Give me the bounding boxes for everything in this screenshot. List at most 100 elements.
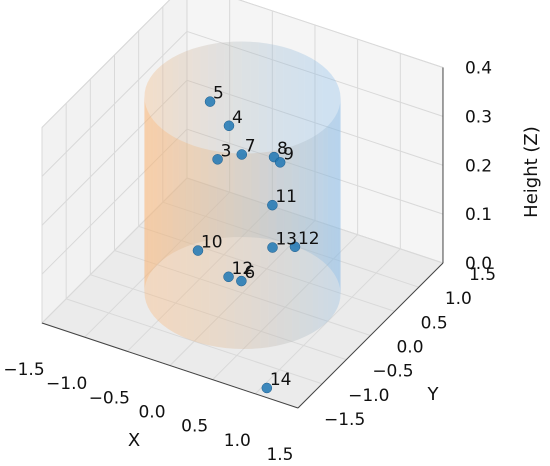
cylinder-facet (334, 112, 338, 313)
cylinder-facet (233, 41, 242, 238)
cylinder-facet (290, 49, 299, 248)
point-label-11: 6 (244, 263, 255, 283)
y-tick-label: 1.0 (445, 289, 472, 309)
z-tick-label: 0.3 (465, 107, 492, 127)
x-tick-label: 0.5 (181, 417, 208, 437)
cylinder-facet (275, 44, 284, 243)
cylinder-facet (157, 65, 162, 265)
gridline-z (41, 79, 444, 226)
cylinder-facet (185, 48, 193, 247)
cylinder-facet (162, 129, 168, 329)
cylinder-facet (161, 61, 167, 261)
x-axis-title: X (128, 430, 140, 451)
cylinder-facet (331, 117, 335, 318)
cylinder-facet (299, 140, 307, 340)
cylinder-facet (283, 46, 291, 245)
cylinder-facet (200, 44, 209, 243)
point-label-1: 4 (232, 108, 243, 128)
cylinder-facet (186, 143, 195, 342)
cylinder-facet (153, 120, 158, 321)
point-label-6: 11 (275, 187, 297, 207)
point-12 (261, 382, 273, 394)
point-label-2: 3 (221, 141, 232, 161)
cylinder-facet (251, 152, 261, 349)
point-label-10: 12 (232, 259, 254, 279)
cylinder-facet (337, 107, 340, 308)
point-2 (212, 154, 223, 165)
cylinder-facet (172, 54, 179, 254)
cylinder-facet (150, 116, 154, 317)
cylinder-facet (167, 133, 174, 333)
z-tick-label: 0.4 (465, 59, 492, 79)
point-11 (236, 275, 247, 287)
cylinder-facet (267, 43, 276, 241)
point-label-4: 8 (277, 139, 288, 159)
cylinder-facet (327, 69, 332, 270)
point-label-12: 14 (270, 370, 292, 390)
cylinder-facet (327, 121, 332, 322)
cylinder-facet (258, 42, 268, 239)
cylinder-facet (180, 140, 187, 339)
cylinder-facet (147, 111, 151, 312)
point-label-7: 12 (298, 229, 320, 249)
cylinder-facet (150, 73, 154, 274)
y-tick-label: −1.0 (348, 386, 389, 406)
cylinder-facet (173, 136, 181, 336)
cylinder-facet (157, 125, 163, 325)
cylinder-facet (243, 153, 252, 350)
grid-lines (41, 0, 444, 409)
cylinder-facet (178, 51, 186, 250)
cylinder-facet (241, 41, 251, 238)
cylinder-facet (192, 46, 201, 245)
point-label-5: 9 (283, 144, 294, 164)
cylinder-facet (234, 153, 244, 350)
point-label-8: 13 (275, 230, 297, 250)
z-axis-title: Height (Z) (521, 126, 542, 218)
point-label-0: 5 (213, 84, 224, 104)
cylinder-facet (153, 69, 158, 269)
z-tick-label: 0.1 (465, 205, 492, 225)
point-8 (267, 242, 278, 253)
x-tick-label: 0.0 (138, 402, 165, 422)
cylinder-facet (331, 74, 335, 275)
point-9 (192, 245, 204, 256)
y-tick-label: −0.5 (372, 362, 413, 382)
cylinder-facet (144, 102, 147, 303)
cylinder-facet (208, 43, 217, 241)
cylinder-facet (144, 87, 146, 288)
cylinder-facet (317, 61, 323, 262)
cylinder-facet (216, 42, 225, 239)
cylinder-facet (311, 58, 318, 258)
point-3 (236, 149, 248, 160)
cylinder-facet (145, 82, 148, 283)
point-label-9: 10 (201, 233, 223, 253)
cylinder-facet (298, 51, 305, 251)
x-tick-label: −0.5 (89, 388, 130, 408)
cylinder-facet (194, 145, 202, 344)
cylinder-facet (284, 146, 293, 344)
cylinder-facet (201, 148, 210, 346)
gridline-z (41, 128, 444, 275)
cylinder-facet (217, 151, 227, 349)
cylinder-facet (318, 129, 324, 330)
cylinder-facet (312, 133, 319, 333)
x-tick-label: 1.5 (266, 445, 293, 465)
cylinder-facet (209, 150, 218, 348)
gridline-z (41, 30, 444, 177)
cylinder-facet (338, 88, 341, 289)
cylinder-facet (226, 152, 235, 349)
gridline-z (41, 177, 444, 324)
cylinder-facet (146, 106, 148, 308)
cylinder-facet (323, 125, 328, 326)
y-axis-title: Y (427, 384, 440, 405)
gridline-z (41, 0, 444, 128)
cylinder-facet (339, 102, 341, 304)
cylinder-facet (250, 41, 259, 238)
y-axis-line (297, 262, 444, 409)
y-tick-label: 0.5 (421, 313, 448, 333)
point-7 (289, 241, 301, 253)
x-tick-label: 1.0 (224, 431, 251, 451)
cylinder-facet (224, 41, 234, 238)
cylinder-facet (337, 83, 339, 284)
